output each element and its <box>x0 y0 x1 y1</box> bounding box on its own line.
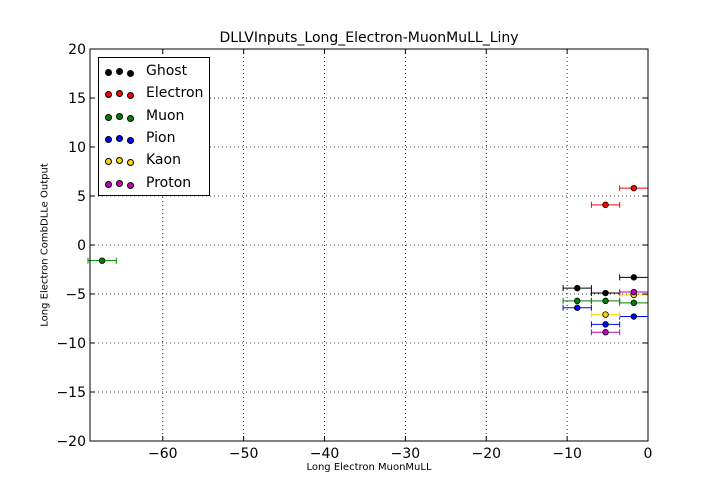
y-tick-label: 0 <box>77 238 86 254</box>
muon-point <box>98 257 106 264</box>
legend: Ghost Electron Muon Pion Kaon Proton <box>98 57 210 196</box>
legend-item-electron: Electron <box>99 83 209 105</box>
x-tick-label: −10 <box>552 446 582 462</box>
x-tick-label: −30 <box>391 446 421 462</box>
legend-marker-icon <box>105 157 135 167</box>
legend-label: Muon <box>146 107 185 124</box>
chart-title: DLLVInputs_Long_Electron-MuonMuLL_Liny <box>219 30 519 46</box>
legend-marker-icon <box>105 68 135 78</box>
x-tick-label: 0 <box>644 446 653 462</box>
legend-item-proton: Proton <box>99 173 209 195</box>
proton-point <box>630 288 638 296</box>
legend-item-kaon: Kaon <box>99 150 209 172</box>
legend-marker-icon <box>105 134 135 145</box>
legend-label: Kaon <box>146 152 181 169</box>
proton-point <box>602 329 609 336</box>
axes-frame <box>89 48 649 442</box>
x-tick-label: −40 <box>310 446 340 462</box>
y-tick-label: −20 <box>56 434 86 450</box>
legend-item-pion: Pion <box>99 128 209 150</box>
y-tick-label: 10 <box>68 140 86 156</box>
legend-label: Proton <box>146 174 192 191</box>
y-tick-label: 20 <box>68 42 86 58</box>
y-tick-label: −15 <box>56 385 86 401</box>
kaon-point <box>602 311 609 318</box>
x-tick-label: −50 <box>229 446 259 462</box>
x-tick-label: −20 <box>471 446 501 462</box>
pion-point <box>630 313 638 320</box>
muon-point <box>574 297 581 305</box>
x-tick-label: −60 <box>148 446 178 462</box>
y-tick-label: 5 <box>77 189 86 205</box>
x-axis-label: Long Electron MuonMuLL <box>306 462 432 473</box>
ghost-point <box>602 289 609 297</box>
y-tick-label: −5 <box>65 287 86 303</box>
pion-point <box>574 304 581 311</box>
legend-label: Pion <box>146 129 176 146</box>
legend-marker-icon <box>105 179 135 190</box>
y-tick-label: 15 <box>68 91 86 107</box>
electron-point <box>602 201 609 209</box>
ghost-point <box>574 284 581 292</box>
legend-label: Electron <box>146 85 204 102</box>
ghost-point <box>630 274 638 281</box>
electron-point <box>630 184 638 192</box>
pion-point <box>602 321 609 328</box>
legend-marker-icon <box>105 90 135 100</box>
legend-label: Ghost <box>146 63 188 79</box>
legend-item-muon: Muon <box>99 106 209 128</box>
y-tick-label: −10 <box>56 336 86 352</box>
y-axis-label: Long Electron CombDLLe Output <box>39 163 51 327</box>
legend-marker-icon <box>105 112 135 123</box>
legend-item-ghost: Ghost <box>99 61 209 83</box>
muon-point <box>630 299 638 307</box>
muon-point <box>602 297 609 305</box>
